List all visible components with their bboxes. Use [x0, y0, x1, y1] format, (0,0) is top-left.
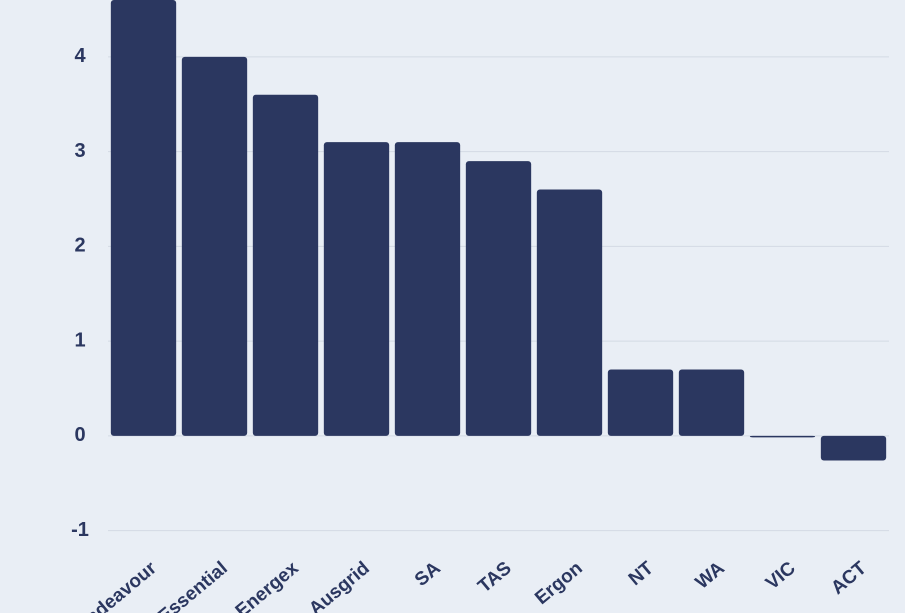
x-tick-label: Energex [232, 557, 303, 613]
bar [607, 369, 674, 436]
x-tick-label: Essential [154, 558, 231, 613]
bar [820, 435, 887, 461]
bar [252, 94, 319, 436]
x-tick-label: Endeavour [72, 557, 161, 613]
bar [323, 142, 390, 436]
x-tick-label: VIC [762, 558, 800, 595]
x-tick-label: Ergon [531, 558, 587, 609]
y-tick-label: 3 [74, 140, 85, 162]
x-tick-label: TAS [474, 558, 516, 598]
y-tick-label: -1 [71, 519, 89, 541]
bar [181, 56, 248, 436]
x-tick-label: WA [692, 558, 729, 594]
x-tick-label: NT [625, 557, 658, 590]
bar [110, 0, 177, 436]
y-tick-label: 1 [74, 329, 85, 351]
bar [465, 161, 532, 436]
x-tick-label: SA [411, 558, 445, 591]
x-tick-label: ACT [827, 557, 871, 598]
bar [749, 435, 816, 438]
y-tick-label: 4 [74, 45, 86, 67]
bar [536, 189, 603, 436]
y-tick-label: 2 [74, 235, 85, 257]
y-tick-label: 0 [74, 424, 85, 446]
x-tick-label: Ausgrid [305, 558, 373, 613]
bar [678, 369, 745, 436]
bar [394, 142, 461, 436]
